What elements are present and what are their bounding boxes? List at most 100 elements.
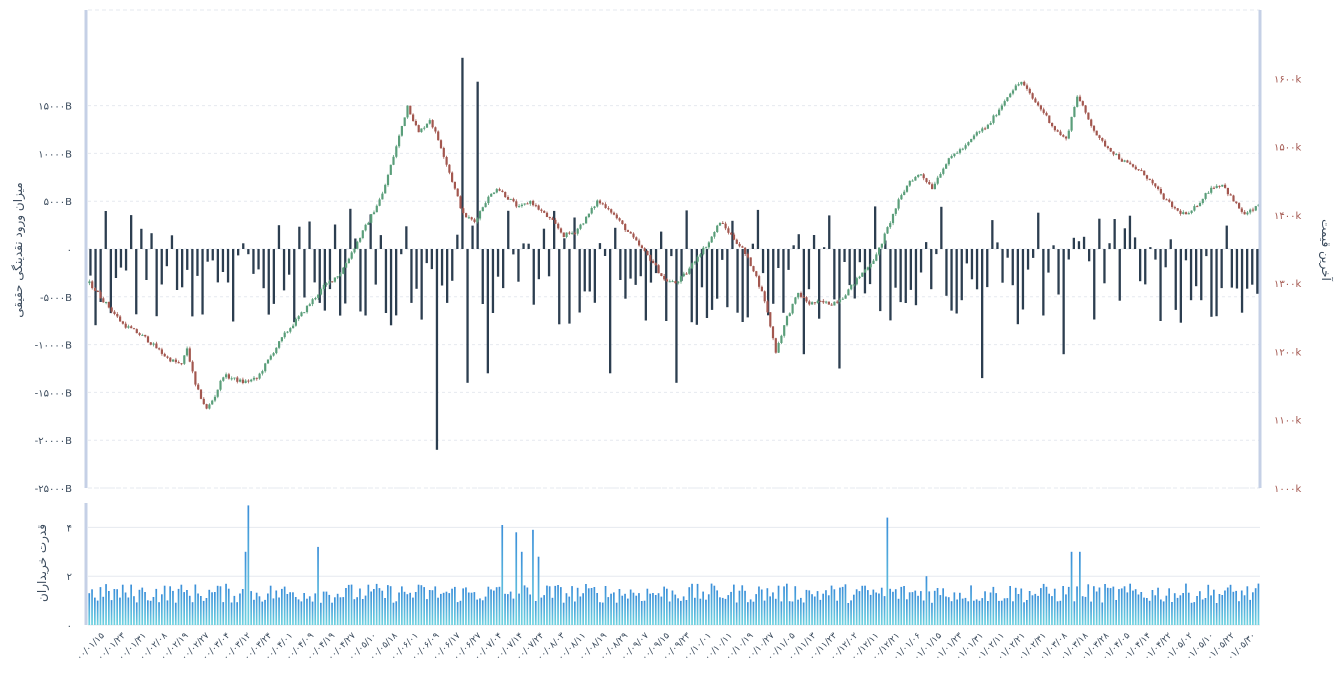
buying-power-bar	[959, 592, 961, 625]
net-flow-bar	[1098, 218, 1101, 249]
buying-power-bar	[922, 600, 925, 625]
buying-power-bar	[110, 600, 113, 625]
candle-body	[490, 193, 493, 197]
buying-power-bar	[1182, 593, 1184, 625]
buying-power-bar	[984, 591, 986, 625]
candle-body	[188, 348, 191, 362]
candle-body	[1129, 162, 1132, 165]
net-flow-bar	[1149, 247, 1152, 249]
net-flow-bar	[874, 206, 877, 249]
candle-body	[986, 124, 989, 129]
net-flow-bar	[226, 249, 230, 283]
candle-body	[197, 384, 200, 390]
candle-body	[744, 247, 747, 254]
buying-power-bar	[303, 593, 305, 625]
candle-body	[691, 263, 694, 269]
buying-power-bar	[816, 591, 819, 625]
candle-body	[593, 206, 596, 208]
buying-power-bar	[476, 599, 478, 625]
candle-body	[325, 283, 328, 285]
net-flow-bar	[1067, 249, 1070, 260]
buying-power-bar	[755, 594, 757, 625]
net-flow-bar	[522, 243, 525, 249]
net-flow-bar	[787, 249, 790, 270]
buying-power-bar	[306, 598, 308, 625]
net-flow-bar	[175, 249, 179, 290]
buying-power-bar	[864, 585, 866, 625]
net-flow-bar	[344, 249, 347, 304]
buying-power-bar	[163, 585, 166, 625]
candle-body	[1025, 85, 1029, 89]
net-flow-bar	[1123, 228, 1126, 249]
buying-power-bar	[1045, 586, 1048, 625]
buying-power-bar	[613, 592, 615, 625]
buying-power-bar	[599, 602, 601, 625]
net-flow-bar	[140, 228, 143, 249]
net-flow-bar	[1144, 249, 1147, 285]
buying-power-bar	[381, 590, 384, 625]
candle-body	[1187, 213, 1190, 215]
buying-power-bar	[557, 585, 559, 625]
buying-power-bar	[1042, 583, 1045, 625]
candle-body	[587, 213, 590, 217]
candle-body	[908, 180, 911, 186]
buying-power-bar	[174, 602, 177, 625]
net-flow-bar	[975, 249, 979, 290]
candle-body	[213, 396, 217, 401]
buying-power-bar	[1098, 587, 1101, 625]
buying-power-bar	[950, 601, 953, 625]
net-flow-bar	[1230, 249, 1233, 288]
net-flow-bar	[405, 226, 408, 249]
candle-body	[297, 316, 300, 320]
candle-body	[208, 404, 211, 409]
net-flow-bar	[1072, 237, 1075, 249]
candle-body	[769, 312, 772, 327]
right-tick-label: ۱۳۰۰k	[1274, 279, 1301, 290]
candle-body	[543, 211, 546, 213]
buying-power-bar	[537, 556, 540, 625]
buying-power-bar	[970, 585, 972, 625]
candle-body	[532, 200, 535, 206]
net-flow-bar	[583, 249, 586, 292]
candle-body	[1221, 184, 1224, 187]
buying-power-bar	[663, 586, 665, 625]
buying-power-bar	[643, 600, 646, 625]
buying-power-bars	[88, 505, 1260, 625]
buying-power-bar	[345, 588, 347, 625]
candle-body	[604, 204, 607, 208]
net-flow-bar	[1159, 249, 1162, 321]
candle-body	[359, 238, 362, 242]
candle-body	[841, 298, 844, 300]
candle-body	[520, 204, 523, 207]
buying-power-bar	[507, 594, 509, 625]
candle-body	[225, 374, 228, 378]
candle-body	[551, 218, 554, 220]
left-tick-label: -۲۵۰۰۰B	[35, 484, 72, 495]
buying-power-bar	[947, 597, 950, 625]
candle-body	[646, 251, 649, 256]
candle-body	[529, 200, 532, 204]
candle-body	[370, 214, 373, 223]
net-flow-bar	[593, 249, 596, 303]
candle-body	[596, 200, 599, 207]
buying-power-bar	[1146, 598, 1148, 625]
buying-power-bar	[512, 598, 515, 625]
buying-power-bar	[713, 585, 716, 625]
candle-body	[495, 189, 498, 193]
net-flow-bar	[181, 249, 184, 288]
net-flow-bar	[257, 249, 260, 270]
candle-body	[1051, 123, 1054, 127]
net-flow-bar	[1189, 249, 1193, 301]
candle-body	[152, 343, 155, 345]
candle-body	[395, 146, 398, 157]
candle-body	[1249, 209, 1252, 213]
buying-power-bar	[707, 594, 710, 625]
candle-body	[1212, 187, 1215, 189]
buying-power-bar	[900, 586, 903, 625]
buying-power-bar	[1238, 601, 1240, 625]
candle-body	[802, 297, 805, 298]
buying-power-bar	[800, 597, 802, 625]
buying-power-bar	[766, 588, 769, 625]
buying-power-bar	[1062, 586, 1064, 625]
net-flow-bar	[94, 249, 97, 326]
